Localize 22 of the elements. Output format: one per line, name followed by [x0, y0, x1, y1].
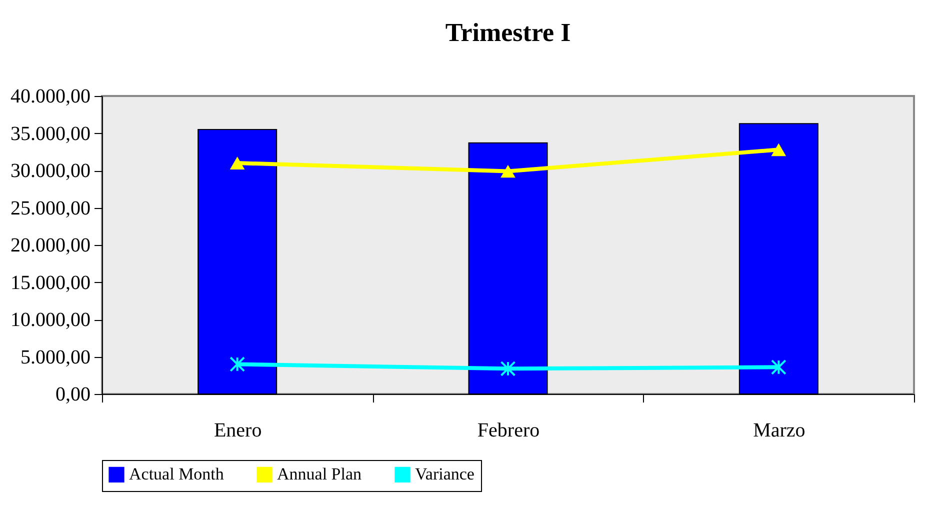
point	[500, 360, 516, 376]
x-tick-label: Enero	[214, 420, 262, 442]
y-tick-label: 0,00	[56, 384, 90, 406]
x-tick-label: Marzo	[753, 420, 806, 442]
legend-label: Actual Month	[129, 464, 224, 484]
y-tick-label: 10.000,00	[10, 309, 90, 331]
legend-label: Variance	[415, 464, 474, 484]
point	[771, 143, 786, 156]
point	[500, 164, 516, 178]
x-tick-label: Febrero	[477, 420, 540, 442]
y-tick-label: 15.000,00	[10, 272, 90, 294]
legend-label: Annual Plan	[277, 464, 362, 484]
y-tick-label: 30.000,00	[10, 160, 90, 182]
point	[770, 359, 786, 375]
y-tick-label: 35.000,00	[10, 122, 90, 145]
y-tick-label: 5.000,00	[20, 346, 90, 368]
y-tick-label: 40.000,00	[10, 86, 90, 108]
y-tick-label: 25.000,00	[10, 197, 90, 220]
point	[230, 356, 246, 372]
point	[230, 156, 245, 170]
chart-title: Trimestre I	[445, 18, 571, 47]
y-tick-label: 20.000,00	[10, 234, 90, 256]
